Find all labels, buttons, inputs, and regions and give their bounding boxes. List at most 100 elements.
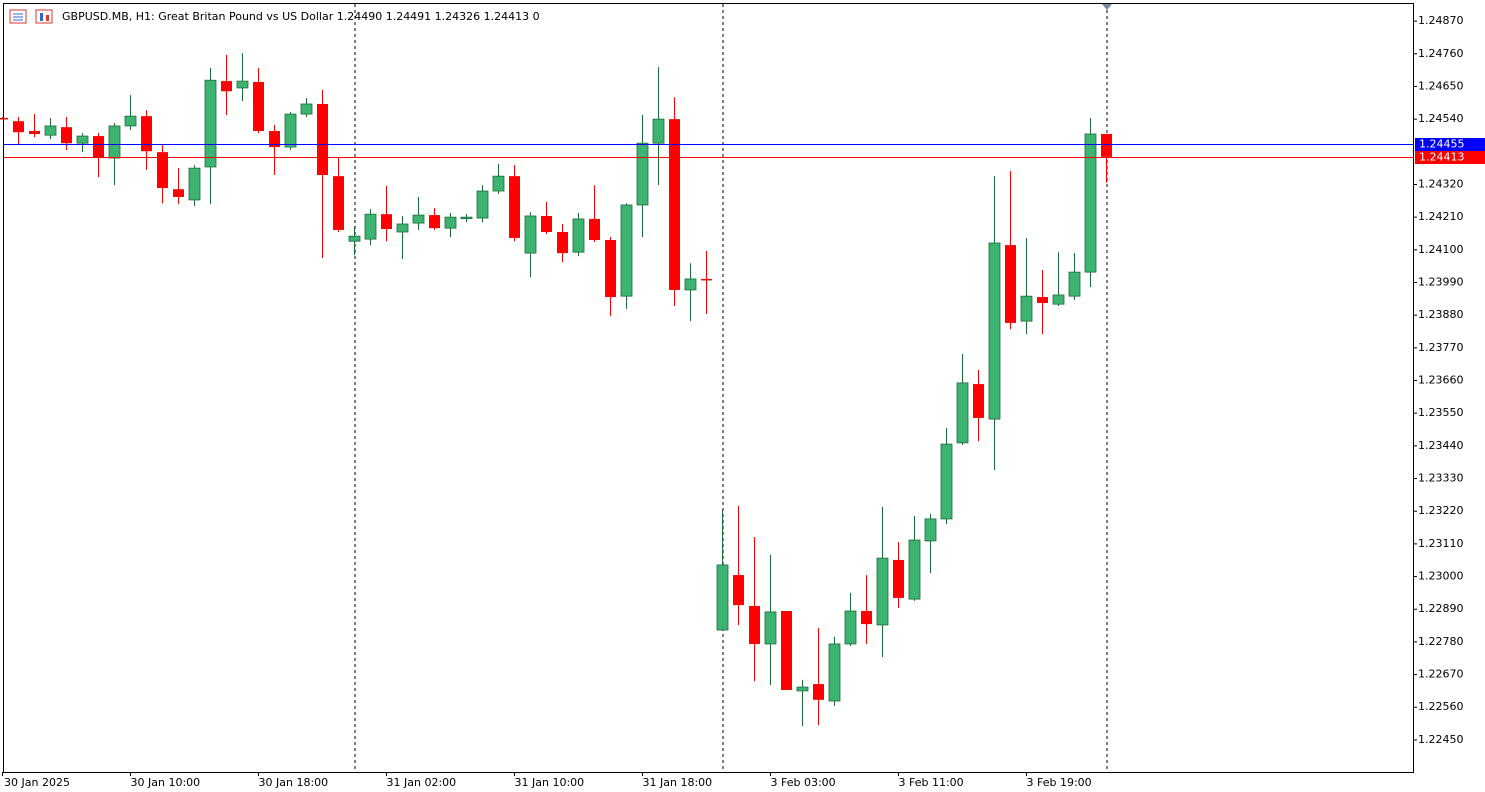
candle-body — [844, 610, 857, 645]
candle-body — [0, 117, 8, 120]
candle-body — [813, 684, 824, 700]
candle-body — [557, 232, 568, 254]
icon — [35, 9, 53, 24]
candle-body — [188, 167, 201, 201]
y-tick-label: 1.24320 — [1418, 177, 1464, 190]
y-tick-label: 1.24100 — [1418, 243, 1464, 256]
ask-line-label-box — [1415, 138, 1485, 151]
candle-body — [364, 213, 377, 240]
candle-body — [620, 204, 633, 297]
candle-body — [796, 686, 809, 692]
candle-body — [61, 127, 72, 144]
x-tick-label: 31 Jan 10:00 — [515, 776, 585, 789]
candle-body — [76, 135, 89, 144]
x-tick-label: 3 Feb 11:00 — [899, 776, 964, 789]
candle-body — [236, 80, 249, 89]
candle-body — [669, 119, 680, 290]
bid-line-label-box — [1415, 151, 1485, 164]
candle-body — [988, 242, 1001, 420]
candle-body — [716, 564, 729, 631]
candle-body — [141, 116, 152, 152]
candle-body — [396, 223, 409, 233]
candle-body — [1005, 245, 1016, 323]
y-tick-label: 1.24540 — [1418, 112, 1464, 125]
candle-body — [284, 113, 297, 148]
plot-frame — [3, 3, 1414, 773]
candle-body — [828, 643, 841, 702]
candle-body — [861, 611, 872, 625]
y-tick-label: 1.24650 — [1418, 79, 1464, 92]
candle-body — [956, 382, 969, 444]
bid-line-label: 1.24413 — [1419, 151, 1465, 164]
candle-body — [1052, 294, 1065, 305]
y-tick-label: 1.23660 — [1418, 374, 1464, 387]
candle-body — [1020, 295, 1033, 322]
x-tick-label: 31 Jan 02:00 — [387, 776, 457, 789]
y-tick-label: 1.23330 — [1418, 472, 1464, 485]
candle-body — [876, 557, 889, 626]
candle-body — [13, 121, 24, 133]
candle-body — [333, 176, 344, 230]
y-tick-label: 1.22890 — [1418, 602, 1464, 615]
candle-body — [733, 575, 744, 606]
candle-body — [636, 142, 649, 206]
current-bar-marker — [1102, 4, 1112, 10]
candle-body — [1068, 271, 1081, 297]
candle-body — [460, 216, 473, 220]
candle-body — [684, 278, 697, 291]
candle-body — [269, 131, 280, 148]
x-tick-label: 30 Jan 10:00 — [131, 776, 201, 789]
y-tick-label: 1.22560 — [1418, 700, 1464, 713]
y-tick-label: 1.22780 — [1418, 635, 1464, 648]
candle-body — [605, 240, 616, 298]
x-tick-label: 3 Feb 19:00 — [1027, 776, 1092, 789]
y-tick-label: 1.23880 — [1418, 308, 1464, 321]
y-tick-label: 1.22670 — [1418, 668, 1464, 681]
candle-body — [1101, 133, 1112, 157]
candle-body — [44, 125, 57, 136]
y-tick-label: 1.23770 — [1418, 341, 1464, 354]
candle-body — [893, 559, 904, 598]
candle-body — [1084, 133, 1097, 273]
candle-body — [29, 131, 40, 134]
candle-body — [1037, 297, 1048, 303]
x-tick-label: 3 Feb 03:00 — [771, 776, 836, 789]
x-tick-label: 30 Jan 18:00 — [259, 776, 329, 789]
candle-body — [781, 611, 792, 691]
candle-body — [908, 539, 921, 600]
candle-body — [124, 115, 137, 127]
candle-body — [924, 518, 937, 542]
y-tick-label: 1.23000 — [1418, 570, 1464, 583]
y-tick-label: 1.24210 — [1418, 210, 1464, 223]
y-tick-label: 1.23990 — [1418, 276, 1464, 289]
candle-body — [973, 384, 984, 418]
candle-body — [412, 214, 425, 224]
candle-body — [348, 235, 361, 242]
ask-line-label: 1.24455 — [1419, 138, 1465, 151]
x-tick-label: 31 Jan 18:00 — [643, 776, 713, 789]
candle-body — [541, 215, 552, 233]
candle-body — [652, 118, 665, 144]
chart-title: GBPUSD.MB, H1: Great Britan Pound vs US … — [62, 10, 540, 23]
candle-body — [173, 189, 184, 197]
candle-body — [764, 611, 777, 645]
candle-body — [476, 190, 489, 219]
candle-body — [253, 82, 264, 132]
candle-body — [572, 218, 585, 253]
candle-body — [749, 605, 760, 644]
candle-body — [300, 103, 313, 115]
y-tick-label: 1.23220 — [1418, 504, 1464, 517]
candle-body — [524, 215, 537, 254]
y-tick-label: 1.24870 — [1418, 14, 1464, 27]
candle-body — [108, 125, 121, 159]
icon-bar — [40, 13, 43, 21]
candle-body — [589, 218, 600, 241]
toolbar-icons — [9, 9, 53, 24]
y-tick-label: 1.23440 — [1418, 439, 1464, 452]
candle-body — [317, 103, 328, 175]
candle-body — [701, 278, 712, 281]
candle-body — [93, 136, 104, 159]
x-tick-label: 30 Jan 2025 — [4, 776, 70, 789]
y-tick-label: 1.23550 — [1418, 406, 1464, 419]
